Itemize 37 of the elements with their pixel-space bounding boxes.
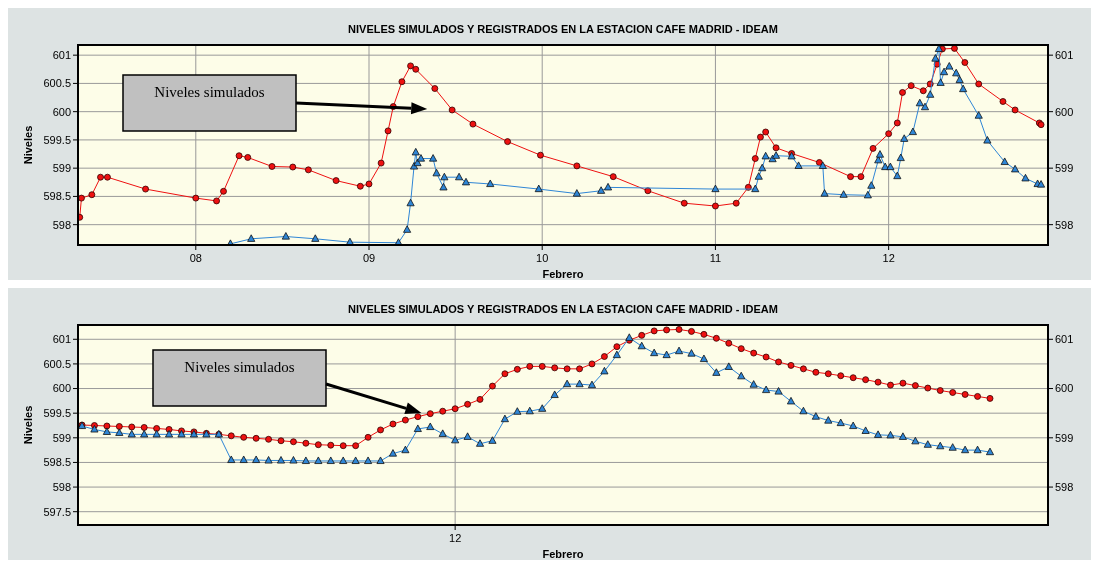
y-tick-label: 598 — [52, 218, 71, 231]
x-axis-title: Febrero — [542, 268, 584, 280]
y-axis-title: Niveles — [22, 125, 34, 165]
y-tick-label: 600 — [52, 382, 71, 395]
x-tick-label: 09 — [362, 252, 376, 264]
y-tick-label: 600 — [52, 105, 71, 118]
y2-tick-label: 601 — [1055, 333, 1074, 346]
x-tick-label: 08 — [189, 252, 202, 264]
y2-tick-label: 599 — [1055, 431, 1074, 444]
y2-tick-label: 598 — [1055, 218, 1074, 231]
y-tick-label: 600.5 — [43, 77, 71, 90]
x-tick-label: 11 — [709, 252, 722, 264]
y2-tick-label: 599 — [1055, 162, 1074, 175]
x-tick-label: 10 — [536, 252, 549, 264]
x-tick-label: 12 — [449, 532, 462, 544]
y2-tick-label: 600 — [1055, 105, 1074, 118]
y-tick-label: 598.5 — [43, 190, 71, 203]
y2-tick-label: 600 — [1055, 382, 1074, 395]
y-tick-label: 597.5 — [43, 505, 71, 518]
y2-tick-label: 601 — [1055, 49, 1074, 62]
annotation: Niveles simulados — [184, 359, 295, 375]
y-tick-label: 598.5 — [43, 456, 71, 469]
y-tick-label: 600.5 — [43, 357, 71, 370]
y-tick-label: 601 — [52, 49, 71, 62]
x-axis-title: Febrero — [542, 548, 584, 560]
y-tick-label: 599 — [52, 431, 71, 444]
y-tick-label: 599.5 — [43, 407, 71, 420]
x-tick-label: 12 — [882, 252, 895, 264]
chart-title: NIVELES SIMULADOS Y REGISTRADOS EN LA ESTACION CAFE MADRID - IDEAM — [348, 23, 778, 35]
chart-title: NIVELES SIMULADOS Y REGISTRADOS EN LA ESTACION CAFE MADRID - IDEAM — [348, 303, 778, 315]
y-tick-label: 599.5 — [43, 133, 71, 146]
annotation: Niveles simulados — [154, 84, 265, 100]
y-tick-label: 599 — [52, 162, 71, 175]
y-tick-label: 601 — [52, 333, 71, 346]
y-tick-label: 598 — [52, 480, 71, 493]
y2-tick-label: 598 — [1055, 480, 1074, 493]
y-axis-title: Niveles — [22, 405, 34, 445]
